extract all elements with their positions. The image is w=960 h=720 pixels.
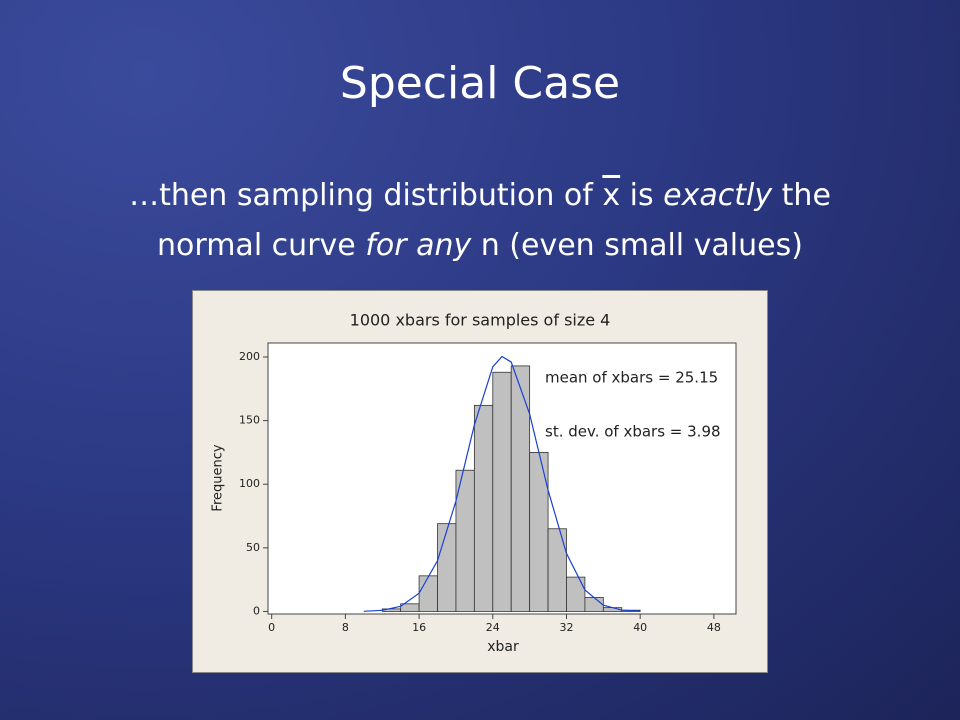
y-tick-label: 100 [239, 477, 260, 490]
text: …then sampling distribution of [129, 178, 603, 213]
x-tick-label: 0 [268, 621, 275, 634]
y-axis-label: Frequency [211, 444, 226, 511]
histogram-bar [566, 576, 586, 612]
text: normal curve [157, 228, 366, 263]
histogram-bar [492, 371, 512, 612]
subtitle-line: …then sampling distribution of x is exac… [0, 178, 960, 213]
x-tick-label: 24 [486, 621, 500, 634]
histogram-bar [584, 597, 604, 612]
histogram-bar [510, 365, 531, 612]
annotation: st. dev. of xbars = 3.98 [545, 423, 721, 441]
chart: 1000 xbars for samples of size 4 xbar Fr… [192, 290, 768, 673]
text: for any [365, 228, 472, 263]
x-tick-label: 16 [412, 621, 426, 634]
xbar-symbol: x [602, 178, 621, 213]
slide-title: Special Case [339, 58, 621, 109]
y-tick-label: 50 [246, 541, 260, 554]
chart-title: 1000 xbars for samples of size 4 [350, 311, 611, 330]
text: is [620, 178, 664, 213]
normal-curve [363, 355, 641, 612]
x-tick-label: 32 [559, 621, 573, 634]
histogram-bar [418, 575, 438, 612]
histogram-bar [437, 523, 457, 612]
annotation: mean of xbars = 25.15 [545, 369, 718, 387]
y-tick-label: 200 [239, 350, 260, 363]
y-tick-label: 150 [239, 414, 260, 427]
x-tick-label: 48 [707, 621, 721, 634]
subtitle-line: normal curve for any n (even small value… [0, 228, 960, 263]
y-tick-label: 0 [253, 604, 260, 617]
x-tick-label: 40 [633, 621, 647, 634]
histogram-bar [547, 528, 567, 612]
text: exactly [663, 178, 773, 213]
x-tick-label: 8 [342, 621, 349, 634]
x-axis-label: xbar [487, 639, 519, 655]
histogram-bar [473, 404, 494, 612]
text: n (even small values) [471, 228, 803, 263]
text: the [772, 178, 831, 213]
